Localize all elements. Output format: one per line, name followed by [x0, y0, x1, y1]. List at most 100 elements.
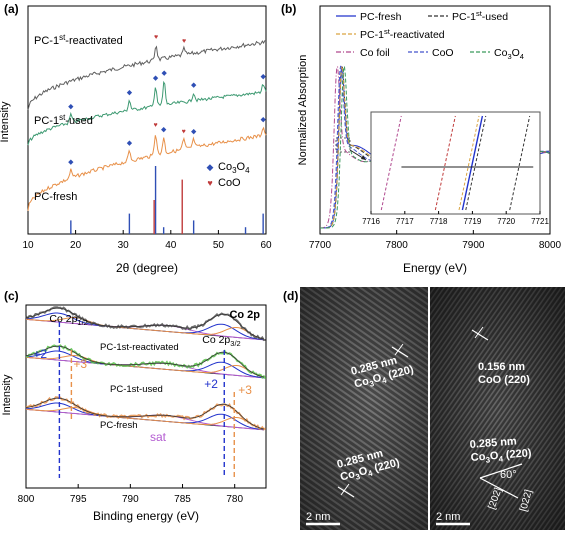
panel-a-legend-marker: ◆ [207, 162, 214, 172]
panel-c-co2p32-label: Co 2p3/2 [202, 334, 240, 348]
panel-a-plot-frame [27, 5, 267, 235]
panel-a-x-tick-label: 30 [118, 240, 130, 251]
panel-a-xlabel: 2θ (degree) [116, 261, 178, 275]
panel-a-coo-peak-marker: ♥ [182, 128, 186, 135]
panel-a-co3o4-peak-marker: ◆ [191, 128, 197, 135]
panel-a-series-line [27, 126, 267, 211]
panel-b-inset-x-tick-label: 7720 [497, 217, 515, 226]
panel-b-inset-edge-line [509, 115, 531, 211]
panel-c-curves [25, 306, 267, 431]
panel-c-ylabel: Intensity [1, 374, 13, 415]
panel-a-co3o4-peak-marker: ◆ [161, 126, 167, 133]
panel-d-fringe-tick [474, 326, 484, 339]
panel-d-angle-label: 60° [500, 469, 517, 481]
panel-c-sat-label: sat [150, 430, 167, 444]
panel-b-legend-label: Co foil [360, 47, 390, 59]
panel-b-legend-label: Co3O4 [494, 47, 524, 61]
panel-c-co2p12-label: Co 2p1/2 [49, 313, 87, 327]
panel-b-inset-edge-line [380, 115, 402, 211]
panel-a-co3o4-peak-marker: ◆ [191, 82, 197, 89]
panel-a-x-tick-label: 50 [213, 240, 225, 251]
panel-a-series-line [27, 80, 267, 146]
panel-d-direction-line-1 [479, 477, 519, 499]
panel-c-series-label: PC-1st-reactivated [100, 342, 179, 353]
tem-image-left-shading [300, 287, 428, 530]
panel-b-inset-x-tick-label: 7721 [531, 217, 549, 226]
panel-d-plane-label: Co3O4 (220) [353, 364, 416, 393]
panel-b-x-tick-label: 8000 [539, 240, 562, 251]
panel-c-series-label: PC-fresh [100, 420, 137, 431]
tem-image-divider [428, 287, 430, 530]
panel-d-plane-label: CoO (220) [478, 374, 530, 386]
panel-a-series-label: PC-1st-used [34, 113, 93, 127]
panel-label-d: (d) [283, 289, 298, 303]
panel-d-fringe-marker [471, 329, 489, 341]
panel-a-series-line [27, 40, 266, 111]
panel-b-x-tick-label: 7700 [309, 240, 332, 251]
panel-c-x-tick-label: 795 [70, 494, 87, 505]
panel-b-inset-edge-line [465, 115, 487, 211]
panel-a-xrd-chart: ♥♥◆◆◆◆◆◆◆◆♥◆ ♥ ◆◆ 10 20 30 40 50 60 Intensity 2… [0, 5, 272, 275]
panel-c-xps-chart: 800 795 790 785 780 Intensity Binding energy… [1, 304, 267, 523]
panel-c-co3plus-component [25, 406, 265, 430]
panel-b-x-ticks: 7700 7800 7900 8000 [309, 230, 562, 251]
panel-a-x-tick-label: 10 [22, 240, 34, 251]
panel-a-co3o4-peak-marker: ◆ [127, 140, 133, 147]
panel-c-plus3-left-label: +3 [73, 357, 87, 371]
panel-c-series-label: PC-1st-used [110, 384, 163, 395]
panel-a-reference-bars [70, 166, 264, 234]
panel-b-plot-frame [319, 5, 551, 235]
panel-c-title: Co 2p [229, 309, 260, 321]
panel-a-co3o4-peak-marker: ◆ [153, 75, 159, 82]
panel-d-fringe-marker [391, 346, 409, 358]
panel-a-co3o4-peak-marker: ◆ [260, 73, 266, 80]
panel-b-inset-x-tick-label: 7718 [430, 217, 448, 226]
panel-b-inset-edge-line [434, 115, 456, 211]
panel-label-a: (a) [4, 2, 19, 16]
panel-c-annotations: Co 2p1/2 Co 2p3/2 +2 +3 +2 +3 sat PC-1st-reacti… [33, 313, 252, 478]
panel-label-b: (b) [281, 2, 296, 16]
panel-c-plot-frame [25, 304, 267, 489]
panel-d-scale-bar-label: 2 nm [436, 511, 460, 523]
panel-a-co3o4-peak-marker: ◆ [127, 89, 133, 96]
panel-a-legend-marker: ♥ [207, 178, 212, 188]
panel-d-direction-line-2 [479, 463, 523, 479]
panel-c-co3plus-component [25, 354, 265, 378]
panel-b-inset-x-tick-label: 7716 [362, 217, 380, 226]
panel-a-ylabel: Intensity [0, 101, 11, 142]
panel-a-series: ♥♥◆◆◆◆◆◆◆◆♥◆ ♥ ◆◆ [27, 34, 267, 211]
panel-a-co3o4-peak-marker: ◆ [260, 116, 266, 123]
panel-a-series-label: PC-fresh [34, 191, 77, 203]
panel-a-co3o4-peak-marker: ◆ [68, 104, 74, 111]
tem-image-right-shading [430, 287, 565, 530]
panel-b-legend-label: CoO [432, 47, 454, 59]
panel-a-x-tick-label: 40 [165, 240, 177, 251]
panel-b-inset-edge-line [461, 115, 484, 211]
panel-c-x-ticks: 800 795 790 785 780 [18, 484, 243, 505]
panel-c-co3plus-component [25, 316, 265, 340]
panel-b-zoom-arrowhead [361, 155, 366, 160]
panel-a-x-tick-label: 20 [70, 240, 82, 251]
panel-b-legend-label: PC-1st-used [452, 9, 508, 23]
panel-a-legend-label: Co3O4 [218, 161, 250, 175]
panel-b-inset-frame [370, 111, 541, 215]
panel-d-fringe-marker [337, 486, 355, 498]
panel-b-inset-x-tick-label: 7719 [464, 217, 482, 226]
panel-a-x-tick-label: 60 [260, 240, 272, 251]
panel-b-inset: 7716 7717 7718 7719 7720 7721 [335, 111, 549, 226]
panel-b-xlabel: Energy (eV) [403, 261, 467, 275]
panel-d-scale-bar-label: 2 nm [306, 511, 330, 523]
panel-c-xlabel: Binding energy (eV) [93, 509, 199, 523]
panel-a-coo-peak-marker: ♥ [153, 122, 157, 129]
panel-c-plus2-left-label: +2 [33, 347, 47, 361]
panel-d-fringe-tick [340, 483, 350, 496]
panel-b-x-tick-label: 7800 [386, 240, 409, 251]
panel-c-plus3-right-label: +3 [238, 383, 252, 397]
panel-a-legend-label: CoO [218, 177, 241, 189]
panel-d-fringe-tick [394, 343, 404, 356]
panel-b-inset-x-tick-label: 7717 [396, 217, 414, 226]
panel-c-x-tick-label: 785 [174, 494, 191, 505]
panel-b-x-tick-label: 7900 [462, 240, 485, 251]
panel-b-legend-label: PC-1st-reactivated [360, 27, 445, 41]
